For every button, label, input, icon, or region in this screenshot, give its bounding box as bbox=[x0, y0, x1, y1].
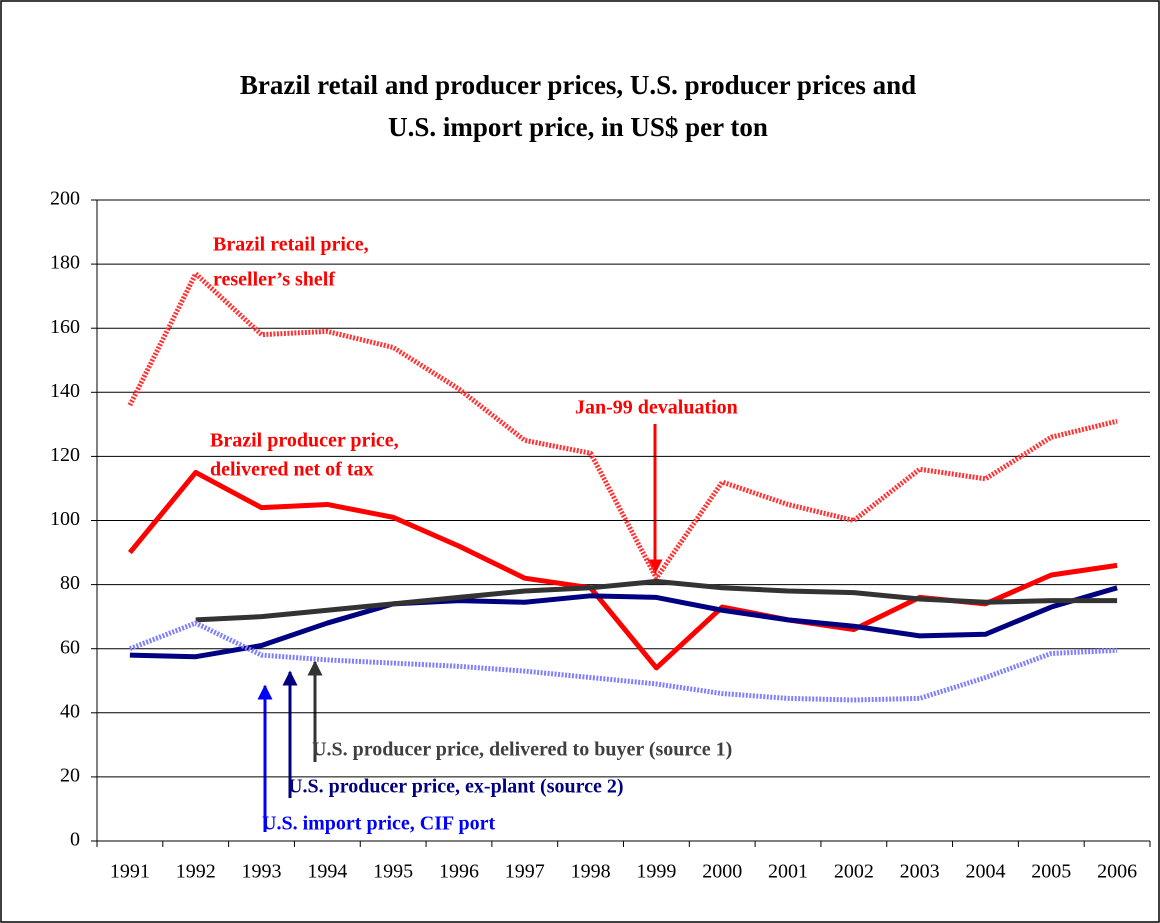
y-tick-label: 20 bbox=[60, 764, 80, 786]
y-tick-label: 180 bbox=[50, 252, 80, 274]
y-tick-label: 200 bbox=[50, 188, 80, 210]
x-tick-label: 2003 bbox=[900, 861, 940, 883]
annotation: delivered net of tax bbox=[210, 459, 374, 481]
x-tick-label: 2005 bbox=[1031, 861, 1071, 883]
chart-title: Brazil retail and producer prices, U.S. … bbox=[240, 70, 916, 100]
series-line bbox=[195, 578, 1118, 623]
x-tick-label: 1997 bbox=[505, 861, 545, 883]
y-tick-label: 60 bbox=[60, 636, 80, 658]
series-line bbox=[127, 271, 1118, 581]
x-tick-label: 1991 bbox=[110, 861, 150, 883]
y-tick-label: 40 bbox=[60, 700, 80, 722]
x-tick-label: 2001 bbox=[768, 861, 808, 883]
y-tick-label: 160 bbox=[50, 316, 80, 338]
y-tick-label: 120 bbox=[50, 444, 80, 466]
annotation: Jan-99 devaluation bbox=[575, 397, 738, 419]
annotation: Brazil producer price, bbox=[210, 430, 399, 452]
x-tick-label: 2006 bbox=[1097, 861, 1137, 883]
chart-title: U.S. import price, in US$ per ton bbox=[388, 112, 768, 142]
x-tick-label: 2000 bbox=[702, 861, 742, 883]
x-tick-label: 2004 bbox=[965, 861, 1005, 883]
y-tick-label: 0 bbox=[70, 829, 80, 851]
y-tick-label: 80 bbox=[60, 572, 80, 594]
x-tick-label: 1998 bbox=[571, 861, 611, 883]
annotation: U.S. producer price, ex-plant (source 2) bbox=[288, 776, 624, 798]
x-tick-label: 1996 bbox=[439, 861, 479, 883]
x-tick-label: 1995 bbox=[373, 861, 413, 883]
y-tick-label: 100 bbox=[50, 508, 80, 530]
x-tick-label: 1999 bbox=[636, 861, 676, 883]
annotation: U.S. import price, CIF port bbox=[262, 813, 495, 835]
series-line bbox=[129, 585, 1118, 660]
y-tick-label: 140 bbox=[50, 380, 80, 402]
x-tick-label: 1993 bbox=[242, 861, 282, 883]
x-tick-label: 1994 bbox=[307, 861, 347, 883]
x-tick-label: 1992 bbox=[176, 861, 216, 883]
x-tick-label: 2002 bbox=[834, 861, 874, 883]
series-line bbox=[128, 620, 1118, 703]
annotation: reseller’s shelf bbox=[213, 269, 335, 291]
annotation: U.S. producer price, delivered to buyer … bbox=[312, 739, 732, 761]
annotation: Brazil retail price, bbox=[213, 234, 369, 256]
